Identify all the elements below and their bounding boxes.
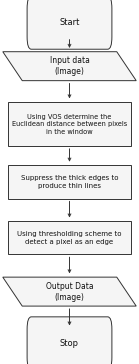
Bar: [8, 166, 131, 198]
Text: Using thresholding scheme to
detect a pixel as an edge: Using thresholding scheme to detect a pi…: [17, 231, 122, 245]
Text: Start: Start: [59, 18, 80, 27]
Text: Input data
(Image): Input data (Image): [50, 56, 89, 76]
FancyBboxPatch shape: [27, 317, 112, 364]
FancyBboxPatch shape: [27, 0, 112, 49]
Text: Using VOS determine the
Euclidean distance between pixels
in the window: Using VOS determine the Euclidean distan…: [12, 114, 127, 135]
Polygon shape: [3, 277, 136, 306]
Text: Stop: Stop: [60, 339, 79, 348]
Bar: [8, 102, 131, 146]
Bar: [8, 221, 131, 254]
Text: Output Data
(Image): Output Data (Image): [46, 282, 93, 302]
Polygon shape: [3, 52, 136, 81]
Text: Suppress the thick edges to
produce thin lines: Suppress the thick edges to produce thin…: [21, 175, 118, 189]
